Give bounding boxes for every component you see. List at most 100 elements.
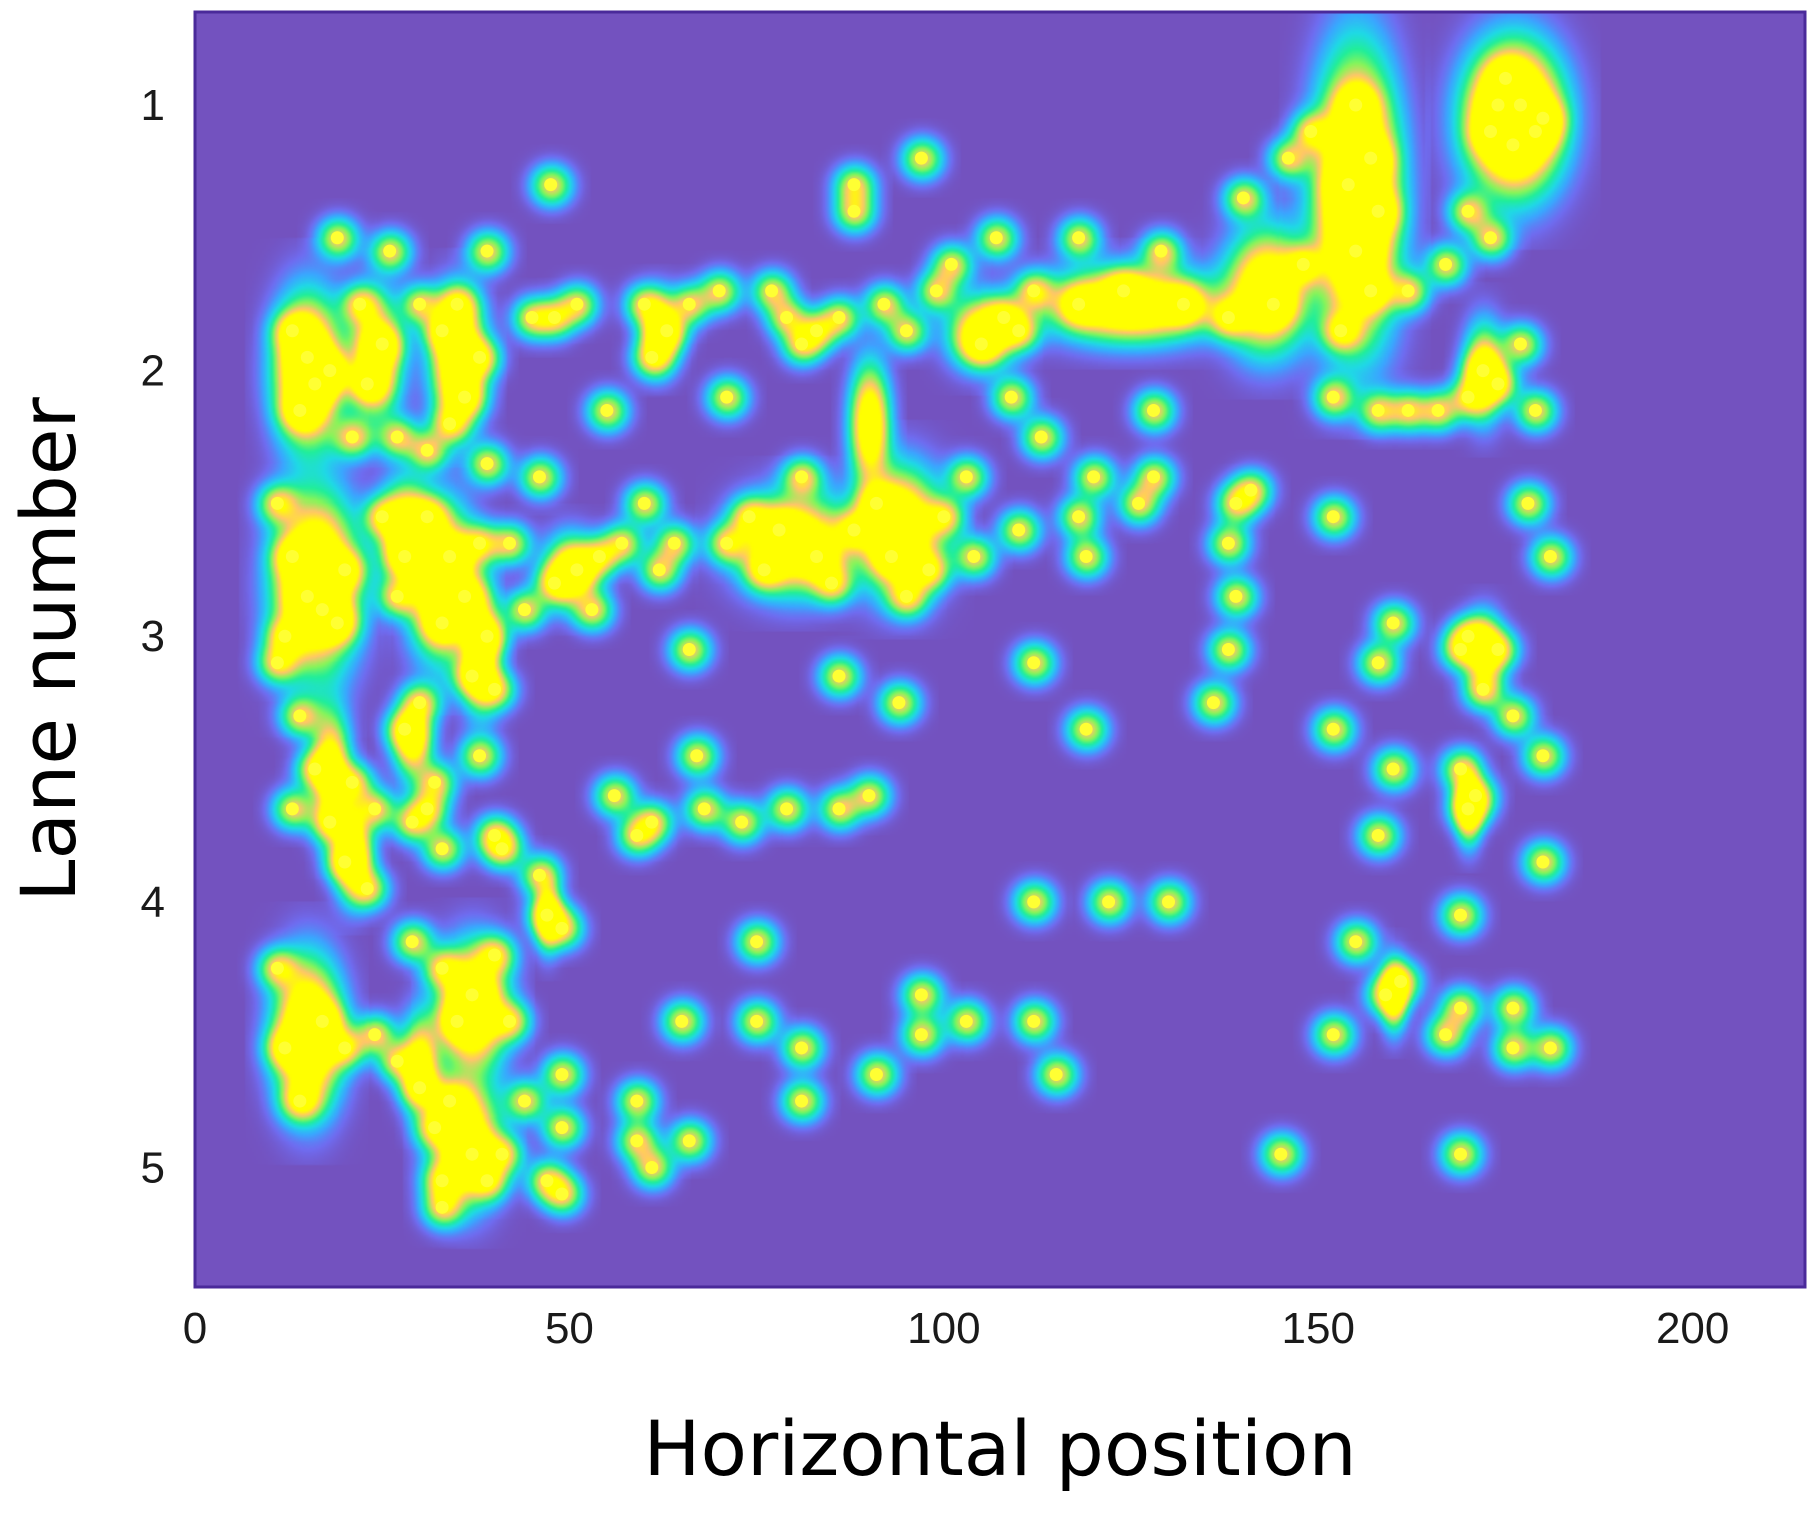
data-point <box>413 297 427 311</box>
data-point <box>1004 390 1018 404</box>
data-point <box>270 496 284 510</box>
data-point <box>869 496 883 510</box>
data-point <box>585 603 599 617</box>
data-point <box>899 324 913 338</box>
data-point <box>517 603 531 617</box>
data-point <box>1439 1028 1453 1042</box>
data-point <box>544 178 558 192</box>
data-point <box>1206 696 1220 710</box>
data-point <box>465 988 479 1002</box>
data-point <box>1102 895 1116 909</box>
data-point <box>757 563 771 577</box>
data-point <box>660 324 674 338</box>
data-point <box>959 1014 973 1028</box>
data-point <box>345 775 359 789</box>
data-point <box>300 589 314 603</box>
data-point <box>1117 284 1131 298</box>
data-point <box>675 1014 689 1028</box>
data-point <box>1513 98 1527 112</box>
data-point <box>285 550 299 564</box>
data-point <box>720 536 734 550</box>
data-point <box>1266 297 1280 311</box>
data-point <box>832 669 846 683</box>
plot-frame <box>193 10 1807 1289</box>
data-point <box>480 1174 494 1188</box>
data-point <box>810 324 824 338</box>
data-point <box>832 802 846 816</box>
data-point <box>1027 284 1041 298</box>
data-point <box>1386 762 1400 776</box>
data-point <box>278 629 292 643</box>
data-point <box>607 789 621 803</box>
data-point <box>645 815 659 829</box>
data-point <box>1229 496 1243 510</box>
data-point <box>1401 284 1415 298</box>
data-point <box>428 775 442 789</box>
data-point <box>420 802 434 816</box>
data-point <box>315 603 329 617</box>
data-point <box>435 616 449 630</box>
data-point <box>765 284 779 298</box>
data-point <box>1296 257 1310 271</box>
x-axis-ticks: 0 50 100 150 200 <box>183 1304 1730 1353</box>
data-point <box>473 350 487 364</box>
data-point <box>1528 403 1542 417</box>
data-point <box>772 523 786 537</box>
data-point <box>547 576 561 590</box>
data-point <box>1461 629 1475 643</box>
data-point <box>1147 470 1161 484</box>
data-point <box>1281 151 1295 165</box>
y-tick-label: 5 <box>141 1143 165 1192</box>
data-point <box>532 470 546 484</box>
data-point <box>428 1121 442 1135</box>
data-point <box>390 1054 404 1068</box>
data-point <box>1161 895 1175 909</box>
data-point <box>405 935 419 949</box>
data-point <box>1521 496 1535 510</box>
data-point <box>390 589 404 603</box>
data-point <box>989 231 1003 245</box>
data-point <box>1483 231 1497 245</box>
data-point <box>645 350 659 364</box>
data-point <box>712 284 726 298</box>
data-point <box>1349 935 1363 949</box>
data-point <box>270 961 284 975</box>
y-tick-label: 3 <box>141 612 165 661</box>
data-point <box>1326 1028 1340 1042</box>
data-point <box>1454 762 1468 776</box>
data-point <box>1079 550 1093 564</box>
data-point <box>1469 789 1483 803</box>
data-point <box>278 1041 292 1055</box>
data-point <box>720 390 734 404</box>
data-point <box>1072 231 1086 245</box>
data-point <box>1244 483 1258 497</box>
data-point <box>323 364 337 378</box>
data-point <box>877 297 891 311</box>
data-point <box>293 709 307 723</box>
data-point <box>592 550 606 564</box>
data-point <box>682 297 696 311</box>
data-point <box>1341 178 1355 192</box>
data-point <box>465 1147 479 1161</box>
data-point <box>570 563 584 577</box>
data-point <box>1221 310 1235 324</box>
data-point <box>435 324 449 338</box>
data-point <box>1461 204 1475 218</box>
x-tick-label: 50 <box>545 1304 594 1353</box>
data-point <box>637 297 651 311</box>
data-point <box>338 855 352 869</box>
data-point <box>682 1134 696 1148</box>
data-point <box>323 815 337 829</box>
data-point <box>1326 722 1340 736</box>
data-point <box>1012 523 1026 537</box>
data-point <box>368 802 382 816</box>
data-point <box>922 563 936 577</box>
data-point <box>1528 125 1542 139</box>
data-point <box>398 550 412 564</box>
data-point <box>1371 204 1385 218</box>
data-point <box>997 310 1011 324</box>
data-point <box>420 443 434 457</box>
data-point <box>1087 470 1101 484</box>
data-point <box>443 550 457 564</box>
